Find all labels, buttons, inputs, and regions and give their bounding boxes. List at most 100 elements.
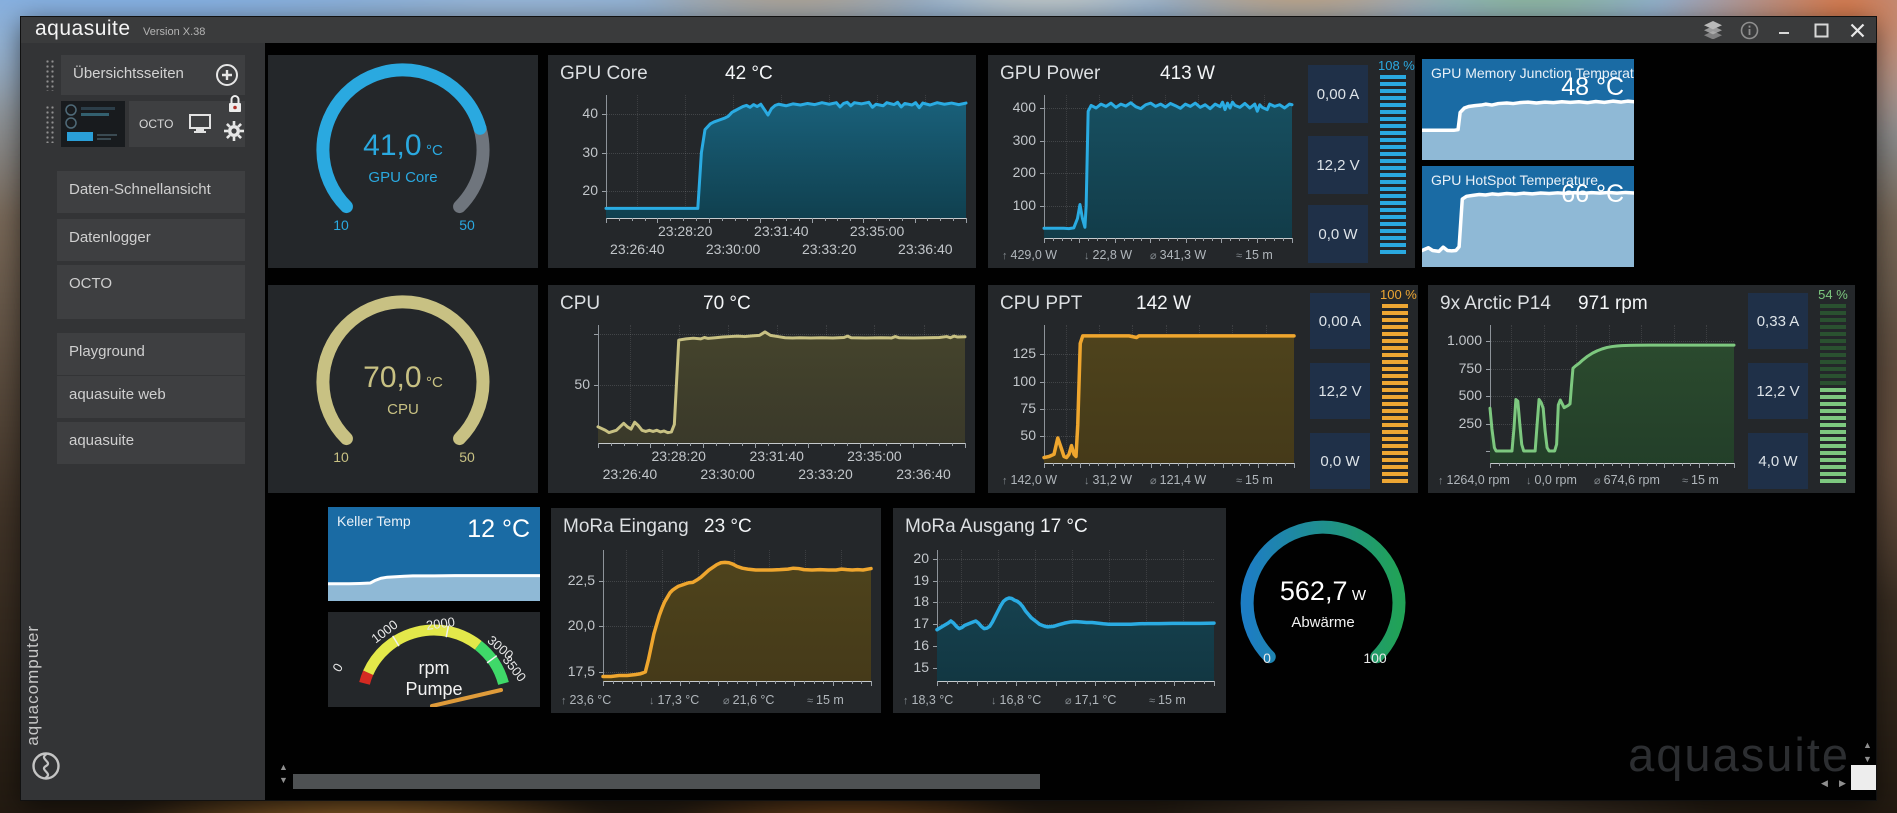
- panel-value: 70 °C: [703, 293, 751, 314]
- keller-temp-chart: [328, 507, 540, 601]
- min-icon: ↓: [1526, 475, 1532, 487]
- panel-title: GPU Memory Junction Temperature: [1431, 65, 1634, 81]
- mora-ausgang-chart: 15 16 17 18 19 20: [893, 508, 1226, 711]
- panel-value: 971 rpm: [1578, 293, 1648, 314]
- x-axis-time-label: 23:30:00: [705, 241, 761, 257]
- layers-icon[interactable]: [1702, 21, 1724, 39]
- stats-row: ↑ 429,0 W ↓ 22,8 W ⌀ 341,3 W ≈15 m: [998, 246, 1298, 263]
- sidebar-header-overview[interactable]: Übersichtsseiten: [61, 55, 245, 95]
- pump-unit-label: rpm: [418, 658, 450, 678]
- avg-icon: ⌀: [1594, 475, 1601, 487]
- gauge-max-label: 100: [1363, 650, 1387, 666]
- scroll-down-arrow[interactable]: ▼: [1863, 754, 1872, 764]
- sidebar-item-aquasuite[interactable]: aquasuite: [57, 422, 245, 464]
- gauge-max-label: 50: [459, 217, 475, 233]
- lock-icon[interactable]: [227, 94, 243, 119]
- add-page-icon[interactable]: [215, 63, 239, 92]
- gpu-core-gauge-value: 41,0 °C: [363, 129, 443, 162]
- max-icon: ↑: [1438, 475, 1444, 487]
- gear-icon[interactable]: [224, 121, 244, 146]
- cpu-ppt-panel: CPU PPT 142 W 50 75 100 125 ↑ 142,0 W ↓ 31,2 …: [988, 285, 1418, 493]
- scroll-left-arrow[interactable]: ◀: [1821, 778, 1828, 788]
- abwaerme-value: 562,7 W: [1279, 576, 1367, 606]
- stat-max: 18,3 °C: [911, 693, 954, 707]
- stat-min: 22,8 W: [1092, 248, 1133, 262]
- gpu-core-gauge-label: GPU Core: [368, 169, 438, 186]
- sidebar-scroll-up-arrow[interactable]: ▲: [279, 762, 288, 772]
- horizontal-scrollbar-thumb[interactable]: [293, 774, 1040, 789]
- gpu-hotspot-chart: [1422, 166, 1634, 267]
- sidebar-item-octo-page[interactable]: OCTO: [129, 95, 245, 147]
- panel-value: 48 °C: [1561, 73, 1624, 101]
- meter-percent-label: 108 %: [1378, 58, 1415, 73]
- octo-page-thumbnail[interactable]: [61, 101, 125, 147]
- cpu-chart-panel: CPU 70 °C 50 23:26:40 23:28:20 23:30:00 23:3…: [548, 285, 975, 493]
- titlebar[interactable]: aquasuite Version X.38: [21, 17, 1876, 43]
- stat-time: 15 m: [1245, 248, 1273, 262]
- gauge-min-label: 10: [333, 217, 349, 233]
- monitor-icon[interactable]: [189, 114, 211, 138]
- stat-time: 15 m: [816, 693, 844, 707]
- pump-gauge-arc: [359, 624, 509, 707]
- mora-ausgang-panel: MoRa Ausgang 17 °C 15 16 17 18 19 20 ↑ 18,3 °C…: [893, 508, 1226, 713]
- stat-min: 16,8 °C: [999, 693, 1042, 707]
- scrollbar-corner-grip[interactable]: [1851, 765, 1876, 790]
- min-icon: ↓: [649, 695, 655, 707]
- stats-row: ↑ 18,3 °C ↓ 16,8 °C ⌀ 17,1 °C ≈15 m: [901, 691, 1218, 708]
- x-axis-time-label: 23:33:20: [798, 466, 853, 482]
- panel-value: 12 °C: [467, 515, 530, 543]
- stat-max: 23,6 °C: [569, 693, 612, 707]
- sidebar-item-daten-schnellansicht[interactable]: Daten-Schnellansicht: [57, 171, 245, 213]
- app-logo: aquasuite: [35, 17, 131, 40]
- cpu-gauge-label: CPU: [387, 401, 419, 418]
- info-icon[interactable]: [1738, 21, 1760, 39]
- stat-time: 15 m: [1158, 693, 1186, 707]
- close-button[interactable]: [1846, 21, 1868, 39]
- scroll-up-arrow[interactable]: ▲: [1863, 740, 1872, 750]
- arctic-fan-meter: 54 %: [1818, 287, 1848, 486]
- gpu-memory-junction-panel: GPU Memory Junction Temperature 48 °C: [1422, 59, 1634, 160]
- panel-title: MoRa Eingang: [563, 516, 689, 537]
- stat-max: 142,0 W: [1010, 473, 1058, 487]
- gpu-power-panel: GPU Power 413 W 100 200 300 400 ↑ 429,0 W ↓ 2…: [988, 55, 1415, 268]
- sidebar: Übersichtsseiten OCTO: [21, 43, 265, 800]
- drag-handle[interactable]: [45, 105, 56, 143]
- sidebar-scroll-down-arrow[interactable]: ▼: [279, 775, 288, 785]
- value-box-voltage: 12,2 V: [1748, 363, 1808, 419]
- cpu-chart: 50 23:26:40 23:28:20 23:30:00 23:31:40 23:33:…: [548, 285, 975, 493]
- x-axis-time-label: 23:28:20: [651, 448, 706, 464]
- stat-min: 17,3 °C: [657, 693, 700, 707]
- panel-title: GPU Power: [1000, 63, 1101, 84]
- sidebar-item-octo[interactable]: OCTO: [57, 265, 245, 319]
- panel-value: 23 °C: [704, 516, 752, 537]
- scroll-right-arrow[interactable]: ▶: [1839, 778, 1846, 788]
- panel-title: GPU Core: [560, 63, 648, 84]
- stat-avg: 341,3 W: [1159, 248, 1207, 262]
- maximize-button[interactable]: [1810, 21, 1832, 39]
- gpu-core-chart: 20 30 40 23:26:40 23:28:20 23:30:00 23:31:40 23…: [548, 55, 976, 268]
- stats-row: ↑ 1264,0 rpm ↓ 0,0 rpm ⌀ 674,6 rpm ≈15 m: [1436, 471, 1740, 488]
- sidebar-item-aquasuite-web[interactable]: aquasuite web: [57, 376, 245, 418]
- abwaerme-ring-gauge: [1232, 512, 1414, 694]
- max-icon: ↑: [903, 695, 909, 707]
- minimize-button[interactable]: [1774, 21, 1796, 39]
- cpu-ppt-meter: 100 %: [1380, 287, 1417, 486]
- value-box-power: 0,0 W: [1310, 433, 1370, 489]
- stat-max: 429,0 W: [1010, 248, 1058, 262]
- sidebar-item-playground[interactable]: Playground: [57, 333, 245, 375]
- time-icon: ≈: [1236, 250, 1243, 262]
- panel-value: 142 W: [1136, 293, 1191, 314]
- x-axis-time-label: 23:28:20: [657, 223, 713, 239]
- sidebar-item-datenlogger[interactable]: Datenlogger: [57, 219, 245, 261]
- cpu-gauge-value: 70,0 °C: [363, 361, 443, 394]
- avg-icon: ⌀: [1150, 475, 1157, 487]
- max-icon: ↑: [561, 695, 567, 707]
- time-icon: ≈: [1149, 695, 1156, 707]
- gpu-core-gauge-panel: 41,0 °C GPU Core 10 50: [268, 55, 538, 268]
- min-icon: ↓: [1084, 250, 1090, 262]
- cpu-gauge-panel: 70,0 °C CPU 10 50: [268, 285, 538, 493]
- panel-title: MoRa Ausgang: [905, 516, 1035, 537]
- stats-row: ↑ 142,0 W ↓ 31,2 W ⌀ 121,4 W ≈15 m: [998, 471, 1298, 488]
- drag-handle[interactable]: [45, 59, 56, 91]
- meter-percent-label: 100 %: [1380, 287, 1417, 302]
